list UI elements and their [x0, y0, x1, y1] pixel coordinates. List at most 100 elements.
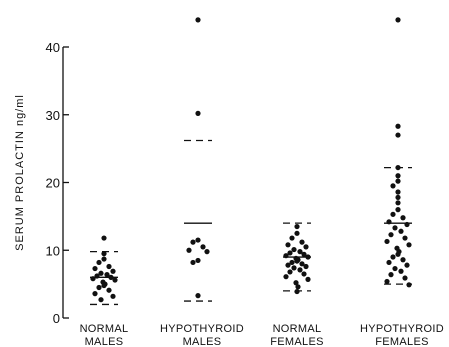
data-point: [186, 247, 192, 253]
y-tick-label: 40: [46, 40, 60, 55]
data-point: [106, 263, 112, 270]
data-point: [388, 272, 394, 278]
data-point: [406, 242, 412, 248]
data-point: [398, 268, 404, 274]
data-point: [395, 132, 401, 138]
data-point: [195, 293, 201, 299]
data-point: [395, 178, 401, 184]
data-point: [395, 164, 401, 171]
data-point: [404, 262, 410, 268]
data-point: [92, 291, 98, 297]
data-point: [110, 293, 116, 299]
y-tick-label: 10: [46, 243, 60, 258]
category-label: HYPOTHYROID: [360, 323, 444, 335]
data-point: [392, 225, 398, 231]
data-point: [293, 280, 299, 286]
data-point: [297, 267, 303, 273]
data-point: [390, 254, 396, 260]
group-4: [384, 17, 412, 288]
y-tick-label: 30: [46, 108, 60, 123]
data-point: [287, 269, 293, 275]
category-label: FEMALES: [375, 336, 428, 347]
data-point: [289, 235, 295, 241]
data-point: [395, 194, 401, 201]
data-point: [289, 259, 295, 266]
data-point: [301, 251, 307, 257]
data-point: [395, 207, 401, 213]
data-point: [386, 259, 392, 266]
category-label: HYPOTHYROID: [160, 323, 244, 335]
data-point: [384, 278, 390, 285]
data-point: [96, 284, 102, 291]
data-point: [402, 275, 408, 281]
data-point: [395, 251, 401, 257]
category-label: NORMAL: [80, 323, 129, 335]
category-label: NORMAL: [273, 323, 322, 335]
data-point: [390, 183, 396, 189]
data-point: [395, 17, 401, 23]
data-point: [112, 277, 118, 283]
group-1: [90, 235, 118, 306]
data-point: [294, 288, 300, 295]
data-point: [299, 261, 305, 267]
data-point: [305, 254, 311, 260]
data-point: [395, 173, 401, 179]
data-point: [94, 273, 100, 279]
data-point: [400, 215, 406, 221]
data-point: [106, 287, 112, 293]
data-point: [299, 239, 305, 245]
data-point: [294, 223, 300, 230]
data-point: [291, 265, 297, 271]
category-label: FEMALES: [270, 336, 323, 347]
y-tick-label: 20: [46, 176, 60, 191]
data-point: [195, 237, 201, 243]
data-point: [110, 268, 116, 274]
data-point: [195, 110, 201, 116]
data-point: [90, 276, 96, 282]
y-axis-label: SERUM PROLACTIN ng/ml: [14, 94, 26, 251]
data-point: [301, 271, 307, 277]
data-point: [104, 272, 110, 278]
data-point: [406, 282, 412, 288]
category-label: MALES: [183, 336, 222, 347]
group-2: [184, 17, 212, 302]
data-point: [390, 211, 396, 217]
data-point: [200, 244, 206, 250]
data-point: [283, 253, 289, 259]
data-point: [392, 265, 398, 272]
y-tick-label: 0: [53, 311, 60, 326]
data-point: [101, 251, 107, 257]
data-point: [402, 235, 408, 241]
data-point: [291, 246, 297, 253]
data-point: [101, 235, 107, 241]
data-point: [395, 123, 401, 129]
data-point: [388, 232, 394, 238]
data-point: [190, 239, 196, 245]
data-point: [305, 276, 311, 282]
data-point: [96, 259, 102, 266]
data-point: [294, 258, 300, 264]
data-point: [190, 259, 196, 266]
data-point: [283, 274, 289, 280]
data-point: [386, 219, 392, 225]
data-point: [404, 221, 410, 228]
data-point: [295, 284, 301, 290]
data-point: [98, 297, 104, 303]
data-point: [92, 265, 98, 272]
data-point: [204, 249, 210, 255]
data-point: [395, 189, 401, 195]
data-point: [195, 17, 201, 23]
data-point: [101, 282, 107, 289]
data-point: [285, 242, 291, 248]
data-point: [303, 244, 309, 250]
data-point: [108, 274, 114, 280]
data-point: [395, 200, 401, 206]
data-point: [285, 262, 291, 268]
data-point: [98, 270, 104, 276]
data-point: [303, 263, 309, 270]
category-label: MALES: [85, 336, 124, 347]
data-point: [297, 249, 303, 255]
data-point: [294, 230, 300, 236]
data-point: [400, 257, 406, 263]
